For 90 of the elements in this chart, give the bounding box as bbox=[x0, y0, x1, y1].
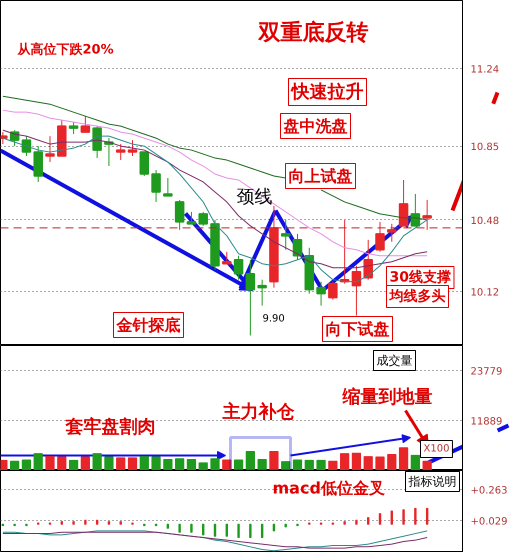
annotation: 30线支撑 bbox=[390, 270, 451, 286]
annotation: 均线多头 bbox=[388, 288, 446, 304]
bar bbox=[116, 457, 126, 470]
candlestick bbox=[257, 279, 267, 306]
candlestick bbox=[280, 219, 290, 250]
y-tick-label: 23779 bbox=[470, 366, 502, 378]
annotation: 9.90 bbox=[262, 314, 285, 324]
candlestick bbox=[80, 116, 90, 133]
candlestick bbox=[292, 233, 302, 260]
candlestick bbox=[198, 211, 208, 226]
bar bbox=[175, 458, 184, 470]
annotation: 向下试盘 bbox=[326, 320, 390, 338]
annotation: 快速拉升 bbox=[290, 82, 364, 102]
bar bbox=[364, 456, 373, 470]
bar bbox=[10, 460, 20, 470]
y-tick-label: 10.48 bbox=[470, 216, 500, 227]
candlestick bbox=[140, 151, 150, 176]
annotation: X100 bbox=[424, 444, 450, 454]
bar bbox=[198, 462, 208, 470]
candlestick bbox=[151, 170, 161, 202]
annotation: 从高位下跌20% bbox=[16, 42, 114, 58]
bar bbox=[304, 460, 314, 470]
candlestick bbox=[68, 122, 78, 135]
bar bbox=[328, 460, 338, 470]
y-tick-label: +0.263 bbox=[470, 485, 508, 496]
text: 成交量 bbox=[376, 354, 412, 368]
bar bbox=[140, 456, 149, 470]
candlestick bbox=[186, 211, 196, 225]
bar bbox=[387, 454, 396, 470]
bar bbox=[398, 447, 408, 470]
candlestick bbox=[410, 193, 420, 227]
candlestick bbox=[234, 255, 244, 280]
bar bbox=[234, 459, 244, 470]
chart-title: 指标说明 bbox=[408, 474, 456, 488]
candlestick bbox=[328, 281, 338, 300]
annotation: macd低位金叉 bbox=[272, 478, 385, 498]
bar bbox=[340, 453, 350, 470]
candlestick bbox=[33, 146, 43, 182]
bar bbox=[258, 459, 267, 470]
bar bbox=[68, 460, 78, 470]
bar bbox=[422, 460, 432, 470]
candlestick bbox=[375, 221, 385, 252]
bar bbox=[57, 456, 66, 470]
bar bbox=[34, 453, 43, 470]
bar bbox=[410, 454, 420, 470]
annotation: 主力补仓 bbox=[222, 402, 296, 422]
line-series bbox=[2, 110, 428, 256]
bar bbox=[163, 459, 172, 470]
bar bbox=[210, 458, 220, 470]
annotation: 金针探底 bbox=[116, 316, 180, 334]
text: 双重底反转 bbox=[258, 20, 368, 46]
bar bbox=[222, 459, 232, 470]
bar bbox=[281, 461, 290, 470]
bar bbox=[375, 456, 385, 470]
candlestick bbox=[22, 136, 32, 157]
bar bbox=[292, 459, 302, 470]
candlestick bbox=[92, 126, 102, 159]
y-tick-label: 10.12 bbox=[470, 288, 500, 299]
bar bbox=[352, 452, 362, 470]
y-tick-label: 11.24 bbox=[470, 64, 500, 76]
candlestick bbox=[352, 265, 362, 316]
annotation: 盘中洗盘 bbox=[282, 116, 348, 136]
y-tick-label: +0.029 bbox=[470, 516, 508, 528]
candlestick bbox=[174, 199, 184, 230]
ref-line-label: 颈线 bbox=[236, 186, 272, 208]
bar bbox=[269, 451, 279, 470]
candlestick bbox=[422, 199, 432, 230]
bar bbox=[186, 459, 196, 470]
candlestick bbox=[387, 223, 397, 242]
candlestick bbox=[45, 136, 55, 163]
candlestick bbox=[128, 140, 138, 157]
candlestick bbox=[116, 144, 126, 161]
candlestick bbox=[163, 177, 173, 197]
bar bbox=[128, 457, 138, 470]
bar bbox=[104, 456, 114, 470]
bar bbox=[22, 459, 32, 470]
candlestick bbox=[246, 259, 256, 336]
annotation: 向上试盘 bbox=[288, 166, 352, 186]
bar bbox=[45, 456, 55, 470]
bar bbox=[92, 453, 102, 470]
annotation: 套牢盘割肉 bbox=[64, 416, 156, 438]
annotation: 缩量到地量 bbox=[342, 386, 432, 408]
bar bbox=[80, 456, 90, 470]
bar bbox=[246, 451, 255, 470]
bar bbox=[316, 460, 326, 470]
candlestick bbox=[222, 251, 232, 264]
candlestick bbox=[398, 179, 408, 227]
bar bbox=[151, 456, 161, 470]
candlestick bbox=[316, 281, 326, 306]
y-tick-label: 11889 bbox=[470, 416, 502, 428]
